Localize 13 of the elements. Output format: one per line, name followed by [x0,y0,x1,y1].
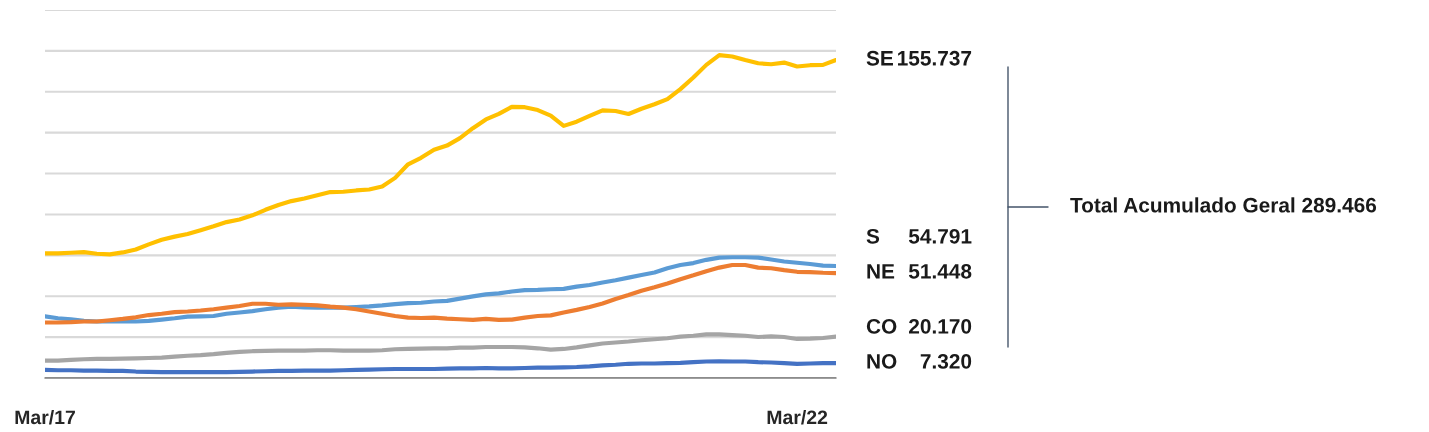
text: 51.448 [908,263,972,279]
text: 7.320 [920,353,972,369]
series-label: S [866,228,880,244]
x-tick-label: Mar/17 [15,409,75,425]
series-label: CO [866,318,897,334]
text: 20.170 [909,318,972,334]
text: 155.737 [898,50,972,66]
series-label: NO [867,353,897,369]
series-label: NE [867,264,895,279]
text: Total Acumulado Geral 289.466 [1070,197,1377,213]
series-label: SE [866,50,893,66]
x-tick-label: Mar/22 [767,409,828,425]
text: 54.791 [908,228,972,244]
